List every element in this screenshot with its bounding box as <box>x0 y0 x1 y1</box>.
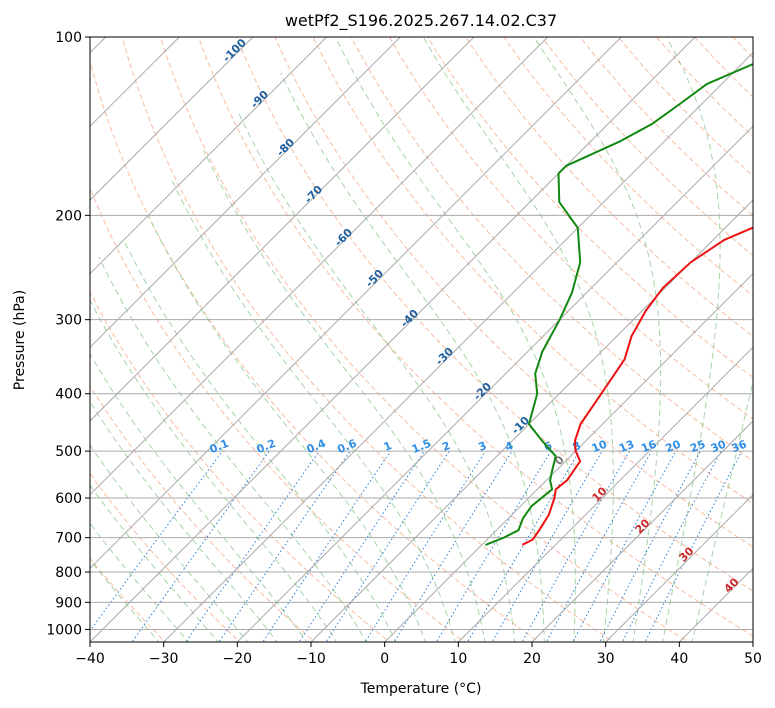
isotherms <box>90 37 753 642</box>
moist-adiabat <box>202 149 486 642</box>
moist-adiabat <box>123 239 397 642</box>
y-tick-label: 400 <box>55 387 82 403</box>
mixing-ratio-line <box>572 450 677 642</box>
mixing-ratio-label: 3 <box>477 439 489 454</box>
dry-adiabat <box>274 37 753 548</box>
mixing-ratio-lines <box>90 450 743 642</box>
mixing-ratio-line <box>185 450 320 642</box>
mixing-ratio-label: 2 <box>440 439 452 454</box>
plot-frame <box>89 36 754 643</box>
dry-adiabat <box>388 37 753 420</box>
mixing-ratio-line <box>90 450 223 632</box>
isotherm <box>310 199 753 642</box>
mixing-ratio-label: 16 <box>639 437 658 455</box>
x-axis-ticks: −40 −30 −20 −10 0 10 20 30 40 50 <box>75 642 762 667</box>
x-tick-label: 40 <box>670 651 688 667</box>
moist-adiabat <box>90 444 249 642</box>
mixing-ratio-label: 1 <box>382 439 394 454</box>
x-tick-label: 50 <box>744 651 762 667</box>
moist-adiabat <box>98 256 367 642</box>
mixing-ratio-label: 10 <box>590 437 609 455</box>
y-tick-label: 600 <box>55 491 82 507</box>
x-tick-label: 30 <box>597 651 615 667</box>
moist-adiabat <box>90 400 278 642</box>
series-lines <box>485 62 753 546</box>
mixing-ratio-label: 30 <box>709 437 728 455</box>
isotherm <box>90 37 549 496</box>
y-tick-label: 300 <box>55 313 82 329</box>
mixing-ratio-label: 20 <box>664 437 683 455</box>
dry-adiabat <box>312 37 753 505</box>
moist-adiabat <box>238 113 516 642</box>
y-tick-label: 200 <box>55 208 82 224</box>
dry-adiabat <box>503 37 753 297</box>
mixing-ratio-line <box>218 450 351 642</box>
mixing-ratio-label: 8 <box>571 439 583 454</box>
y-tick-label: 800 <box>55 565 82 581</box>
isotherm <box>605 493 753 642</box>
mixing-ratio-line <box>325 450 450 642</box>
dry-adiabat <box>465 37 753 338</box>
isobars <box>90 37 753 630</box>
dry-adiabat <box>90 59 540 642</box>
isotherm <box>457 346 753 642</box>
moist-adiabat <box>90 484 219 642</box>
mixing-ratio-line <box>393 450 513 642</box>
y-axis-ticks: 100 200 300 400 500 600 700 800 900 1000 <box>46 30 90 638</box>
mixing-ratio-line <box>599 450 701 642</box>
y-tick-label: 500 <box>55 444 82 460</box>
x-tick-label: 10 <box>449 651 467 667</box>
mixing-ratio-line <box>621 450 722 642</box>
mixing-ratio-label: 36 <box>730 437 749 455</box>
dry-adiabat <box>236 37 753 592</box>
mixing-ratio-line <box>466 450 580 642</box>
dry-adiabat <box>198 37 753 637</box>
dry-adiabat <box>350 37 753 462</box>
moist-adiabat <box>90 299 338 642</box>
y-tick-label: 900 <box>55 595 82 611</box>
isotherm <box>90 37 254 201</box>
dewpoint-line <box>485 62 753 546</box>
y-tick-label: 100 <box>55 30 82 46</box>
x-tick-label: 20 <box>523 651 541 667</box>
isotherm <box>90 37 401 349</box>
temperature-line <box>521 226 753 546</box>
isotherm <box>90 37 622 570</box>
mixing-ratio-label: 13 <box>617 438 636 456</box>
isotherm <box>90 37 475 422</box>
plot-area: -100-90-80-70-60-50-40-30-20-10010203040… <box>90 37 753 642</box>
moist-adiabat <box>90 522 190 642</box>
chart-title: wetPf2_S196.2025.267.14.02.C37 <box>285 11 557 31</box>
moist-adiabat <box>280 72 545 642</box>
mixing-ratio-line <box>298 450 425 642</box>
dry-adiabat <box>90 384 316 642</box>
y-tick-label: 700 <box>55 531 82 547</box>
y-axis-title: Pressure (hPa) <box>12 290 28 390</box>
x-tick-label: 0 <box>380 651 389 667</box>
y-tick-label: 1000 <box>46 622 82 638</box>
isotherm <box>90 37 696 642</box>
isotherm <box>163 51 753 642</box>
isotherm <box>236 125 753 642</box>
x-tick-label: −30 <box>149 651 179 667</box>
x-tick-label: −40 <box>75 651 105 667</box>
mixing-ratio-label: 25 <box>688 438 707 456</box>
mixing-ratio-line <box>131 450 270 642</box>
mixing-ratio-line <box>262 450 392 642</box>
moist-adiabat <box>171 180 456 642</box>
isotherm <box>90 37 328 275</box>
x-tick-label: −10 <box>296 651 326 667</box>
isotherm <box>531 420 753 642</box>
moist-adiabat <box>147 215 427 642</box>
isotherm <box>384 272 753 642</box>
x-axis-title: Temperature (°C) <box>360 681 482 697</box>
x-tick-label: −20 <box>223 651 253 667</box>
